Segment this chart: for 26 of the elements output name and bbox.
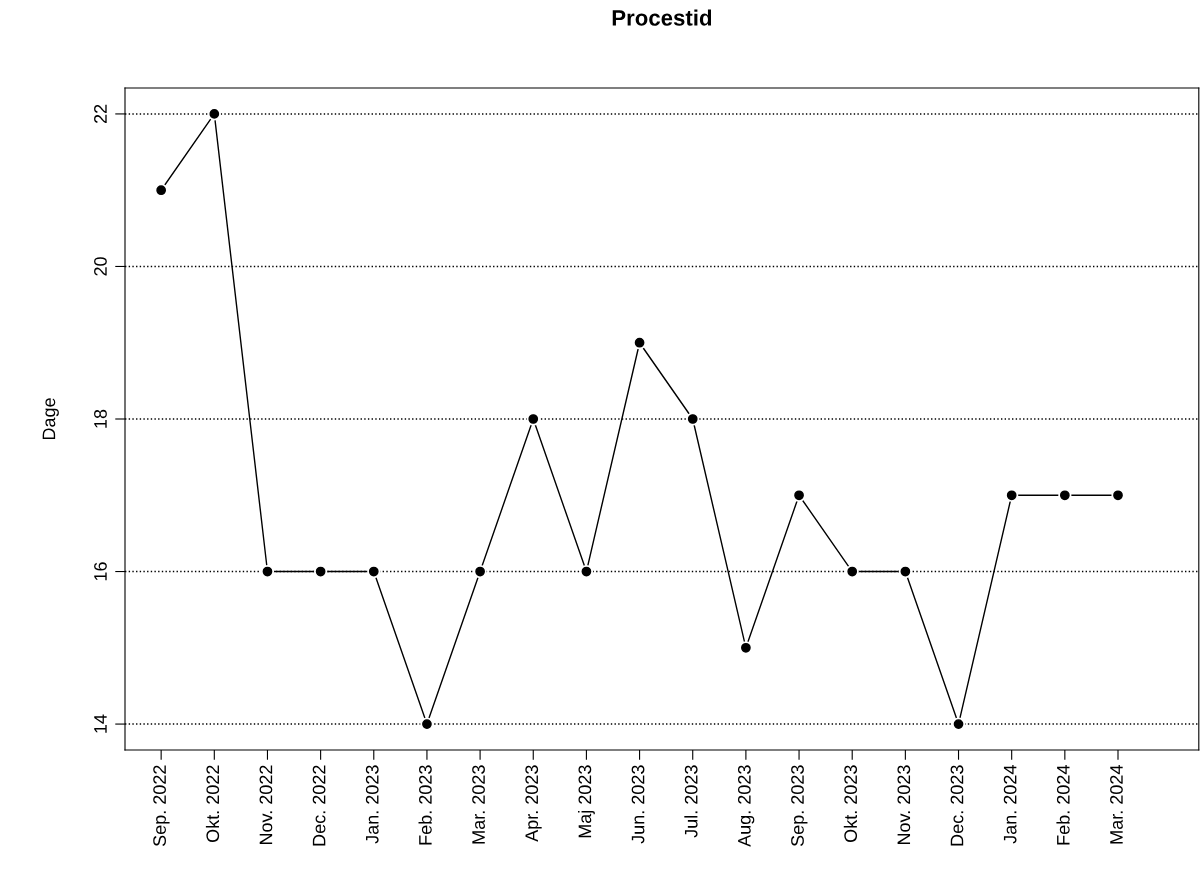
y-tick-label: 16: [94, 562, 107, 581]
x-tick-label: Nov. 2023: [897, 765, 911, 845]
x-tick-label: Sep. 2023: [791, 765, 808, 847]
x-tick-label: Jan. 2023: [365, 765, 379, 844]
x-tick-label: Dec. 2022: [312, 765, 326, 846]
y-tick-label: 18: [94, 409, 107, 428]
y-tick-label: 22: [94, 104, 107, 124]
x-tick-label: Jan. 2024: [1003, 765, 1017, 844]
y-tick-label: 20: [94, 257, 107, 276]
x-tick-label: Okt. 2023: [843, 765, 858, 843]
x-tick-label: Feb. 2024: [1056, 765, 1070, 845]
x-tick-label: Dec. 2023: [950, 765, 964, 846]
x-tick-label: Jun. 2023: [631, 765, 645, 844]
x-tick-label: Jul. 2023: [684, 765, 698, 838]
y-tick-label: 14: [94, 714, 107, 733]
x-tick-label: Nov. 2022: [259, 765, 273, 845]
x-tick-label: Sep. 2022: [153, 765, 170, 847]
chart-title: Procestid: [612, 9, 712, 26]
y-axis-title: Dage: [42, 398, 59, 440]
x-tick-label: Aug. 2023: [737, 765, 755, 847]
x-tick-label: Apr. 2023: [525, 765, 542, 842]
x-tick-label: Okt. 2022: [205, 765, 220, 843]
x-tick-label: Mar. 2024: [1110, 765, 1123, 844]
x-tick-label: Mar. 2023: [472, 765, 485, 844]
x-tick-label: Maj 2023: [578, 765, 595, 838]
x-tick-label: Feb. 2023: [418, 765, 432, 845]
